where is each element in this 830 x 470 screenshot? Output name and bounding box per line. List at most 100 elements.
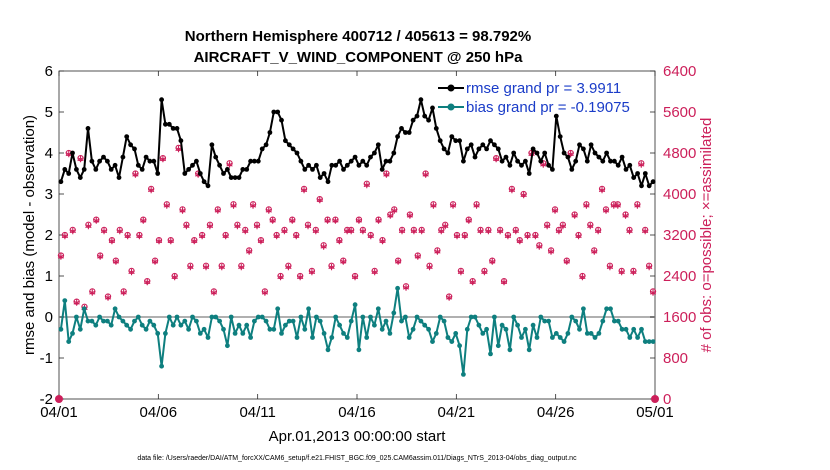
obs-possible-marker: [614, 201, 621, 208]
obs-possible-marker: [371, 267, 378, 275]
rmse-point: [550, 167, 555, 172]
bias-point: [294, 335, 300, 340]
obs-assimilated-marker: *: [618, 268, 625, 283]
rmse-point: [352, 154, 358, 160]
rmse-point: [445, 150, 451, 156]
bias-point: [538, 314, 544, 320]
obs-assimilated-marker: *: [120, 288, 127, 303]
rmse-point: [201, 179, 207, 185]
obs-possible-marker: [544, 221, 551, 228]
bias-point: [240, 331, 246, 336]
obs-assimilated-marker: *: [191, 237, 198, 252]
obs-assimilated-marker: *: [320, 242, 327, 257]
obs-possible-marker: [461, 231, 468, 239]
rmse-point: [395, 134, 400, 140]
bias-point: [418, 318, 424, 324]
rmse-point: [259, 146, 265, 152]
obs-possible-marker: [634, 201, 641, 208]
rmse-point: [283, 138, 288, 144]
bias-point: [77, 326, 83, 332]
obs-assimilated-marker: *: [579, 273, 586, 288]
y-tick-label: 3: [45, 186, 53, 203]
obs-assimilated-marker: *: [261, 288, 268, 303]
obs-possible-marker: [249, 201, 257, 208]
y-right-tick-label: 800: [663, 350, 688, 367]
obs-assimilated-marker: *: [116, 227, 123, 242]
rmse-point: [244, 167, 250, 172]
bias-point: [194, 318, 199, 324]
obs-possible-marker: [591, 247, 598, 254]
bias-point: [577, 326, 582, 332]
rmse-point: [302, 167, 308, 172]
obs-possible-marker: [285, 262, 292, 269]
bias-point: [248, 335, 254, 340]
bias-point: [225, 343, 230, 349]
rmse-point: [93, 167, 99, 172]
rmse-point: [58, 179, 64, 185]
bias-series: [58, 285, 656, 377]
bias-point: [534, 335, 540, 340]
obs-possible-marker: [422, 170, 429, 177]
bias-point: [151, 322, 157, 328]
rmse-point: [112, 162, 118, 168]
rmse-point: [81, 167, 87, 172]
obs-assimilated-marker: *: [58, 253, 65, 268]
bias-point: [507, 347, 513, 353]
obs-possible-marker: [395, 257, 402, 264]
obs-possible-marker: [512, 226, 519, 234]
bias-point: [584, 331, 590, 336]
bias-point: [596, 331, 602, 336]
obs-endpoint-marker: [55, 395, 63, 403]
obs-assimilated-marker: *: [414, 253, 421, 268]
obs-assimilated-marker: *: [379, 237, 386, 252]
bias-point: [375, 306, 381, 312]
obs-possible-marker: [108, 236, 116, 244]
obs-assimilated-marker: *: [187, 263, 194, 278]
rmse-point: [414, 113, 420, 119]
bias-point: [217, 318, 223, 324]
bias-point: [221, 326, 226, 332]
obs-assimilated-marker: *: [152, 258, 159, 273]
rmse-point: [178, 138, 184, 144]
rmse-point: [530, 146, 536, 152]
obs-assimilated-marker: *: [418, 227, 425, 242]
obs-possible-marker: [547, 247, 555, 254]
bias-point: [236, 322, 242, 328]
obs-assimilated-marker: *: [591, 247, 598, 262]
obs-possible-marker: [132, 170, 139, 177]
bias-point: [186, 326, 192, 332]
obs-possible-marker: [434, 247, 441, 254]
obs-assimilated-marker: *: [140, 217, 147, 232]
obs-assimilated-marker: *: [136, 232, 143, 247]
obs-assimilated-marker: *: [512, 227, 519, 242]
rmse-point: [128, 142, 134, 148]
rmse-point: [225, 167, 230, 172]
rmse-point: [584, 158, 590, 164]
obs-assimilated-marker: *: [371, 268, 378, 283]
obs-possible-marker: [171, 272, 178, 280]
rmse-point: [406, 130, 412, 135]
bias-point: [170, 322, 176, 328]
bias-point: [159, 363, 165, 369]
obs-assimilated-marker: *: [473, 201, 480, 216]
legend: rmse grand pr = 3.9911 bias grand pr = -…: [438, 80, 630, 116]
rmse-point: [186, 167, 192, 172]
bias-point: [356, 347, 362, 353]
obs-assimilated-marker: *: [65, 150, 72, 165]
obs-possible-marker: [551, 206, 559, 213]
footnote: data file: /Users/raeder/DAI/ATM_forcXX/…: [137, 455, 577, 462]
bias-point: [395, 285, 400, 291]
rmse-point: [372, 150, 377, 156]
bias-point: [201, 326, 207, 332]
bias-point: [279, 331, 284, 336]
rmse-point: [155, 171, 161, 176]
rmse-point: [608, 158, 613, 164]
bias-point: [166, 314, 172, 320]
obs-assimilated-marker: *: [450, 201, 457, 216]
obs-possible-marker: [430, 201, 437, 208]
obs-assimilated-marker: *: [497, 227, 504, 242]
bias-point: [147, 318, 153, 324]
bias-point: [410, 326, 416, 332]
obs-assimilated-marker: *: [410, 227, 417, 242]
obs-assimilated-marker: *: [340, 258, 347, 273]
